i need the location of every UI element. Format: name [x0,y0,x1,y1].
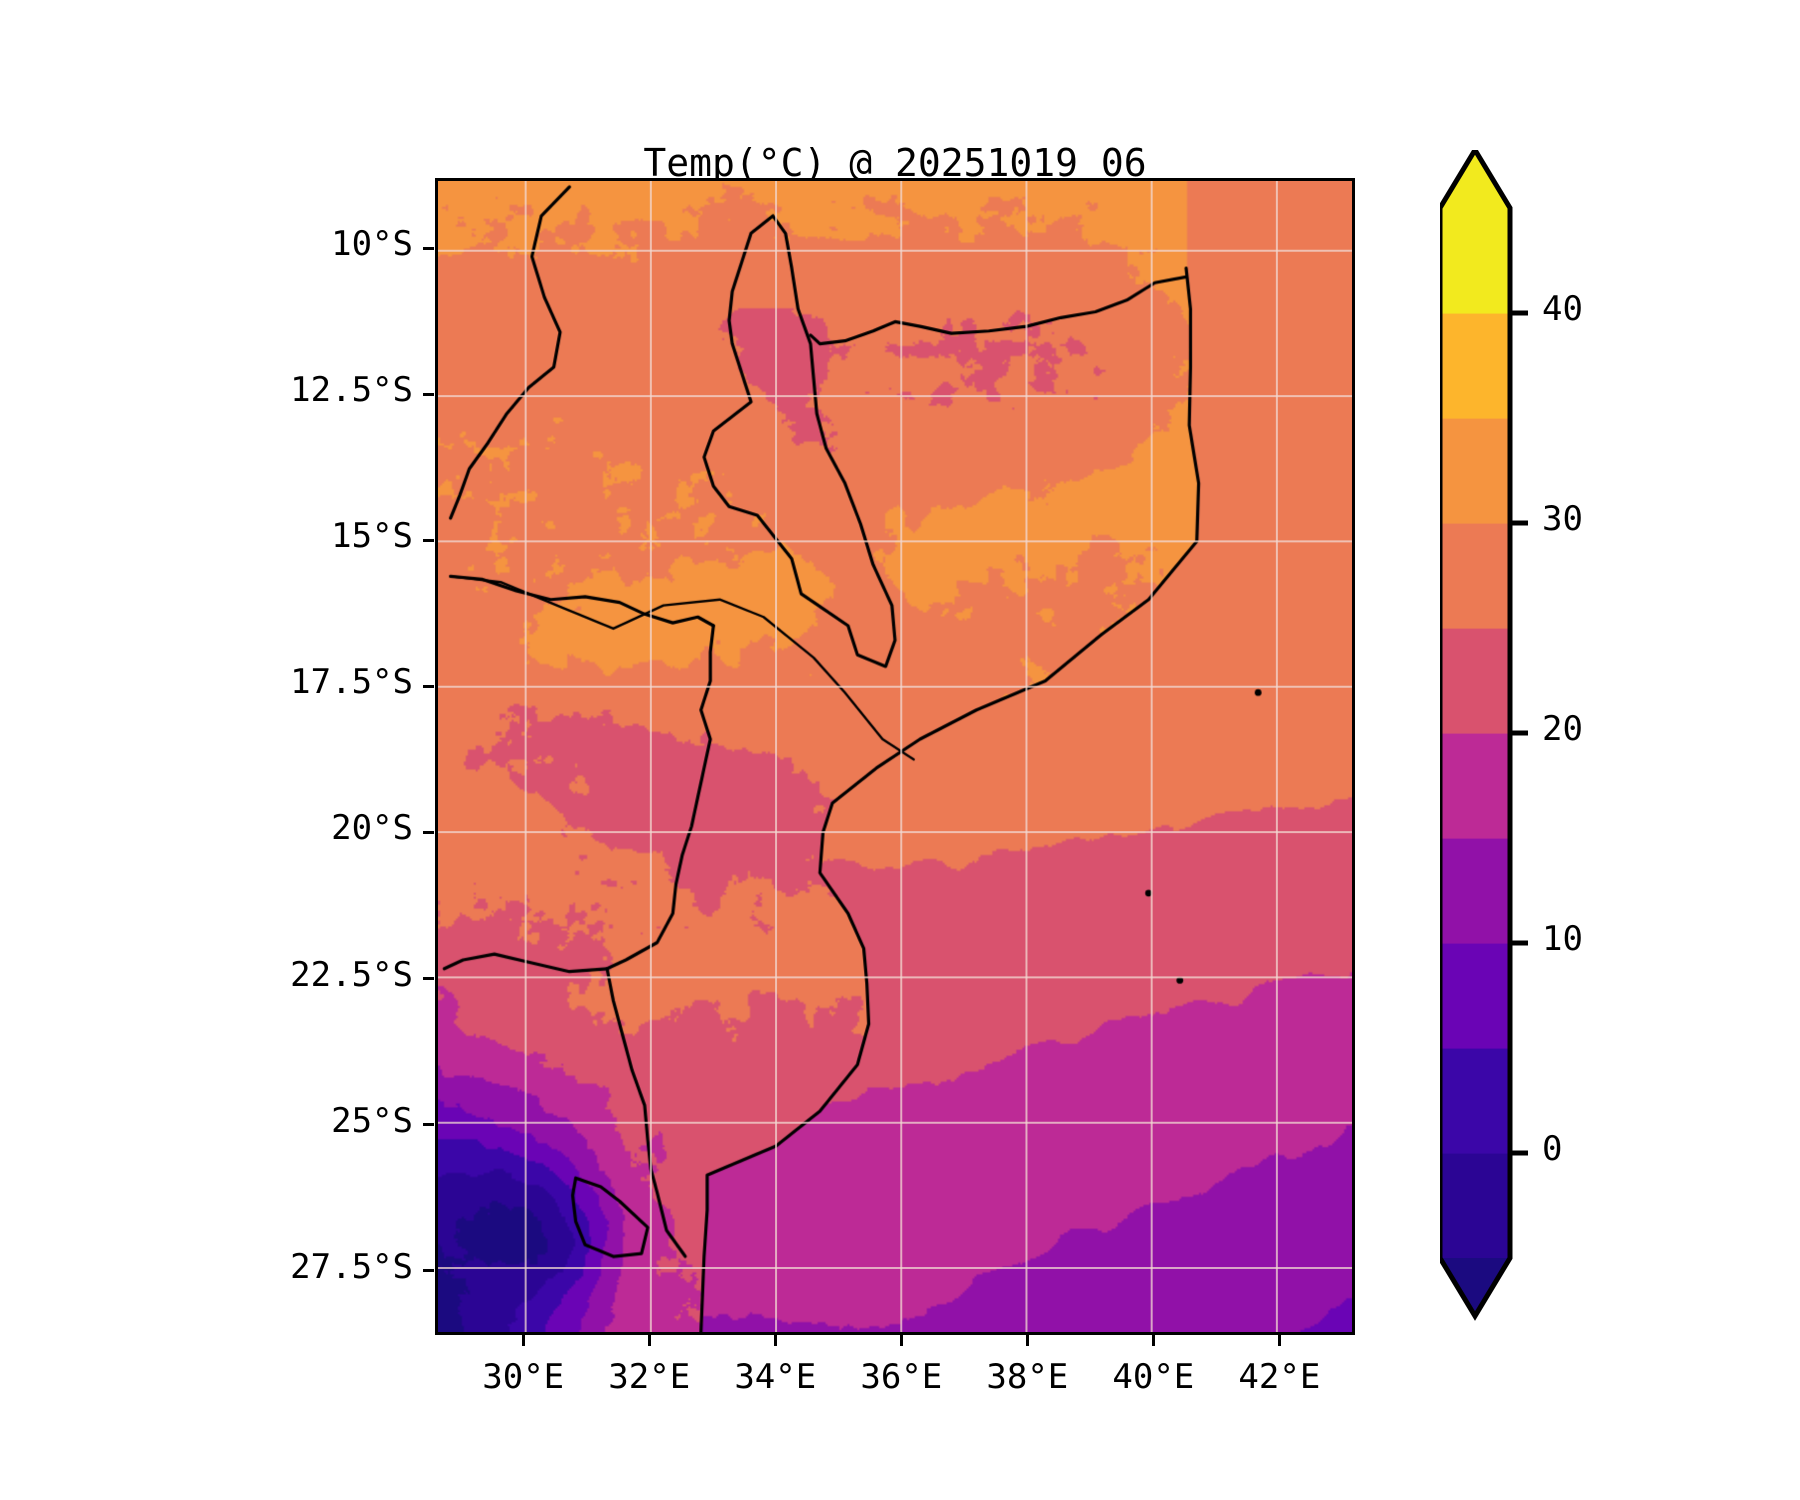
latitude-tick-label: 22.5°S [290,954,413,995]
latitude-tick-label: 17.5°S [290,662,413,703]
latitude-tick-label: 12.5°S [290,370,413,411]
colorbar[interactable]: 0 10 20 30 40 [1440,150,1670,1340]
latitude-tick-label: 20°S [331,808,413,849]
colorbar-tick-label: 30 [1542,499,1583,539]
longitude-tickmark [899,1335,903,1346]
latitude-tickmark [423,246,434,250]
longitude-tick-label: 42°E [1238,1357,1321,1397]
longitude-tickmark [773,1335,777,1346]
latitude-tickmark [423,538,434,542]
colorbar-tick-label: 20 [1542,709,1583,749]
longitude-tickmark [1151,1335,1155,1346]
colorbar-tick-label: 10 [1542,919,1583,959]
colorbar-tick-label: 0 [1542,1129,1563,1169]
longitude-tickmark [1025,1335,1029,1346]
colorbar-gradient [1440,150,1528,1321]
longitude-tick-label: 32°E [608,1357,691,1397]
longitude-tickmark [521,1335,525,1346]
longitude-tick-label: 40°E [1112,1357,1195,1397]
coastline-and-border-overlay [438,181,1352,1332]
longitude-tick-label: 30°E [482,1357,565,1397]
longitude-tick-label: 34°E [734,1357,817,1397]
latitude-tickmark [423,392,434,396]
latitude-tickmark [423,1269,434,1273]
latitude-tick-label: 10°S [331,224,413,265]
longitude-tick-label: 38°E [986,1357,1069,1397]
map-axes[interactable] [435,178,1355,1335]
colorbar-tick-label: 40 [1542,289,1583,329]
latitude-tick-label: 15°S [331,516,413,557]
latitude-tickmark [423,1123,434,1127]
title-line-valid-time: Temp(°C) @ 20251019_06 [643,141,1147,185]
latitude-tickmark [423,684,434,688]
longitude-tickmark [647,1335,651,1346]
latitude-tick-label: 27.5°S [290,1246,413,1287]
latitude-tickmark [423,977,434,981]
latitude-tickmark [423,830,434,834]
longitude-tick-label: 36°E [860,1357,943,1397]
latitude-tick-label: 25°S [331,1100,413,1141]
longitude-tickmark [1277,1335,1281,1346]
